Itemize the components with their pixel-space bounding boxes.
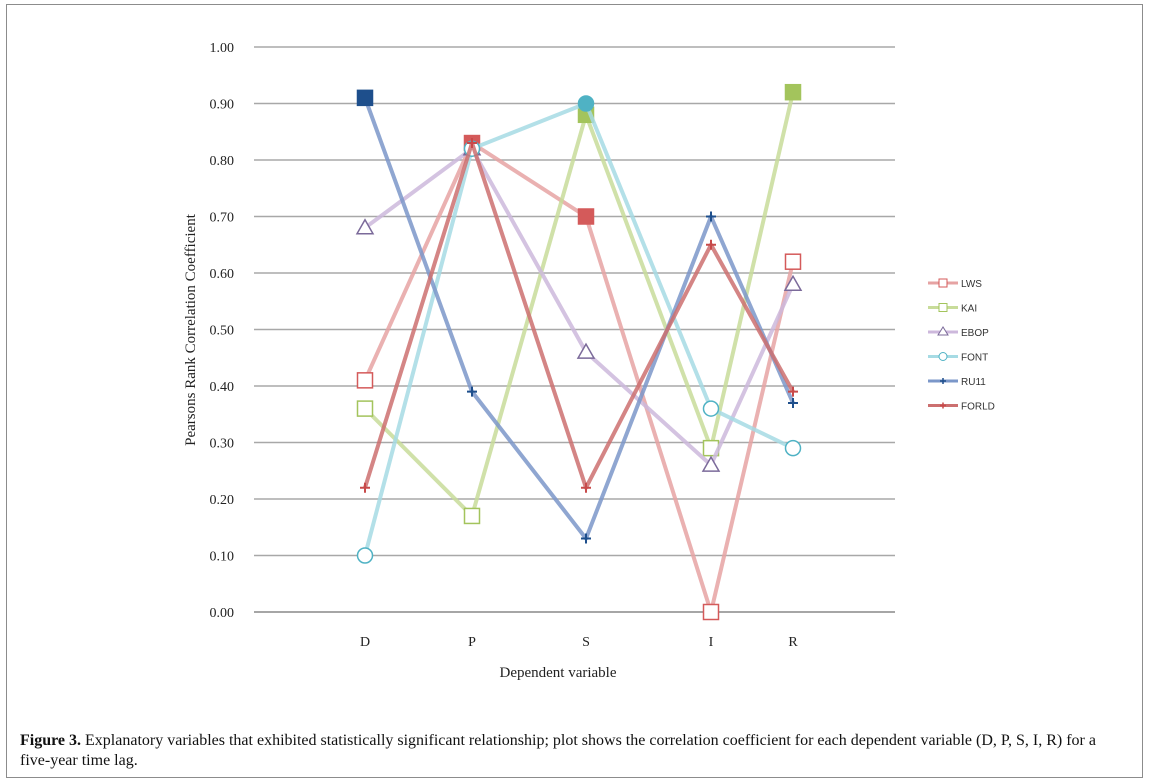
- y-tick-label: 0.70: [210, 211, 235, 226]
- data-point: [356, 89, 374, 107]
- legend-item-ebop: EBOP: [928, 326, 989, 339]
- y-axis-title: Pearsons Rank Correlation Coefficient: [183, 213, 199, 446]
- x-tick-label: I: [709, 635, 714, 650]
- x-axis-title: Dependent variable: [499, 665, 616, 681]
- data-point: [356, 372, 374, 389]
- legend-item-lws: LWS: [928, 278, 982, 290]
- data-point: [784, 439, 802, 457]
- legend-label: KAI: [961, 304, 977, 315]
- legend-marker: [938, 278, 948, 288]
- series-ebop: [355, 139, 803, 472]
- data-point: [355, 218, 375, 235]
- line-chart: 0.00 0.10 0.20 0.30 0.40 0.50 0.60 0.70 0.80 0.90…: [183, 41, 995, 681]
- y-tick-label: 0.60: [210, 267, 235, 282]
- x-tick-label: P: [468, 635, 476, 650]
- data-point: [784, 83, 802, 101]
- legend-marker: [940, 402, 946, 409]
- data-point: [702, 603, 720, 621]
- data-point: [356, 400, 374, 417]
- x-tick-label: R: [788, 635, 798, 650]
- data-point: [783, 274, 803, 292]
- data-point: [576, 342, 596, 359]
- y-tick-label: 0.00: [210, 606, 235, 621]
- figure-caption: Figure 3. Explanatory variables that exh…: [20, 731, 1130, 771]
- caption-text: Explanatory variables that exhibited sta…: [20, 732, 1096, 769]
- data-point: [356, 547, 374, 564]
- legend-label: FORLD: [961, 402, 995, 413]
- legend-label: FONT: [961, 353, 988, 364]
- legend-item-kai: KAI: [928, 303, 977, 315]
- series-ru11: [356, 89, 798, 544]
- data-point: [788, 397, 798, 408]
- data-point: [467, 386, 477, 397]
- y-tick-labels: 0.00 0.10 0.20 0.30 0.40 0.50 0.60 0.70 0.80 0.90…: [210, 41, 235, 621]
- caption-label: Figure 3.: [20, 732, 82, 749]
- y-tick-label: 0.10: [210, 550, 235, 565]
- series-kai: [356, 83, 802, 525]
- y-tick-label: 0.90: [210, 98, 235, 113]
- data-point: [467, 138, 477, 149]
- data-point: [784, 253, 802, 270]
- legend-marker: [938, 303, 948, 312]
- legend-marker: [940, 378, 946, 384]
- y-tick-label: 0.40: [210, 380, 235, 395]
- legend-label: LWS: [961, 279, 982, 290]
- data-point: [581, 482, 591, 493]
- series-forld: [360, 138, 798, 493]
- y-tick-label: 0.50: [210, 324, 235, 339]
- legend-label: RU11: [961, 377, 986, 388]
- x-tick-label: S: [582, 635, 590, 650]
- data-point: [701, 455, 721, 472]
- y-tick-label: 0.20: [210, 493, 235, 508]
- figure-frame: [6, 4, 1143, 778]
- data-point: [581, 533, 591, 544]
- data-point: [577, 95, 595, 112]
- series-lws: [356, 134, 802, 621]
- data-point: [702, 400, 720, 417]
- y-tick-label: 0.30: [210, 437, 235, 452]
- series-group: [355, 83, 803, 621]
- data-point: [463, 507, 481, 525]
- x-tick-label: D: [360, 635, 370, 650]
- legend-item-forld: FORLD: [928, 402, 995, 413]
- legend: LWS KAI EBOP FONT RU11 FORLD: [928, 278, 995, 413]
- y-tick-label: 1.00: [210, 41, 235, 56]
- legend-item-ru11: RU11: [928, 377, 986, 388]
- data-point: [706, 239, 716, 250]
- data-point: [360, 482, 370, 493]
- data-point: [577, 208, 595, 225]
- data-point: [788, 386, 798, 397]
- legend-item-font: FONT: [928, 352, 988, 364]
- legend-label: EBOP: [961, 328, 989, 339]
- legend-marker: [938, 352, 948, 361]
- legend-marker: [937, 326, 949, 336]
- y-tick-label: 0.80: [210, 154, 235, 169]
- data-point: [706, 211, 716, 222]
